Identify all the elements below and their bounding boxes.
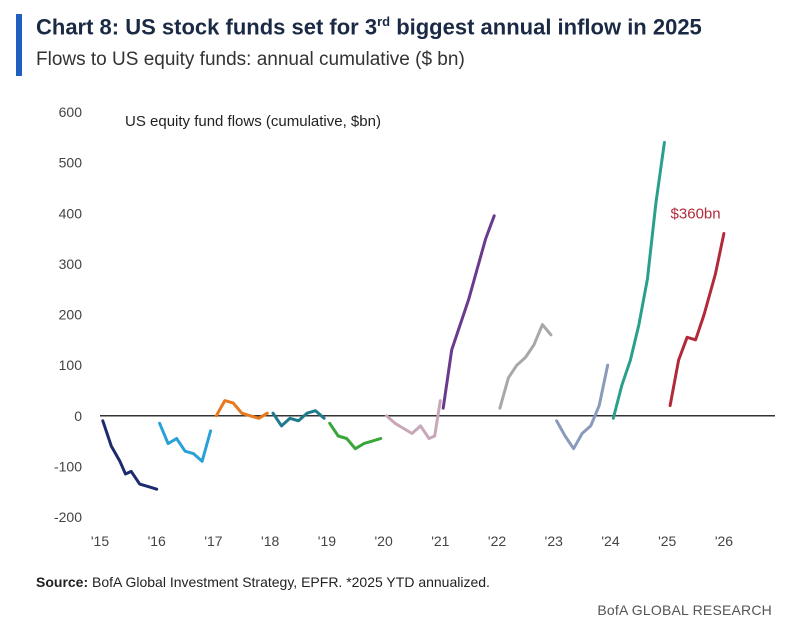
x-tick-label: '15	[91, 533, 109, 549]
y-tick-label: -200	[54, 509, 82, 525]
series-line	[498, 323, 553, 410]
source-note: Source: BofA Global Investment Strategy,…	[36, 574, 490, 590]
chart-title: Chart 8: US stock funds set for 3rd bigg…	[36, 14, 702, 40]
series-line	[214, 399, 269, 420]
x-tick-label: '22	[488, 533, 506, 549]
y-tick-label: 600	[59, 104, 83, 120]
x-tick-label: '17	[204, 533, 222, 549]
title-prefix: Chart 8: US stock funds set for 3	[36, 14, 378, 40]
x-tick-label: '26	[715, 533, 733, 549]
series-line	[668, 232, 726, 408]
x-tick-label: '16	[148, 533, 166, 549]
y-tick-label: 500	[59, 155, 83, 171]
inner-chart-title: US equity fund flows (cumulative, $bn)	[125, 113, 381, 130]
title-suffix: biggest annual inflow in 2025	[390, 14, 702, 40]
y-tick-label: 0	[74, 408, 82, 424]
x-tick-label: '19	[318, 533, 336, 549]
y-tick-label: 200	[59, 307, 83, 323]
annotation-label: $360bn	[671, 205, 721, 222]
series-line	[328, 421, 383, 451]
series-line	[384, 399, 442, 440]
x-tick-label: '21	[431, 533, 449, 549]
y-tick-label: 300	[59, 256, 83, 272]
x-tick-label: '20	[374, 533, 392, 549]
title-superscript: rd	[377, 14, 391, 29]
series-line	[441, 214, 496, 410]
y-tick-label: -100	[54, 458, 82, 474]
x-tick-label: '23	[545, 533, 563, 549]
series-line	[555, 363, 610, 451]
y-tick-label: 100	[59, 357, 83, 373]
series-line	[271, 409, 326, 428]
y-tick-label: 400	[59, 205, 83, 221]
source-text: BofA Global Investment Strategy, EPFR. *…	[88, 574, 490, 590]
x-tick-label: '25	[658, 533, 676, 549]
series-line	[158, 421, 213, 463]
chart-subtitle: Flows to US equity funds: annual cumulat…	[36, 49, 465, 70]
title-accent-bar	[16, 14, 22, 76]
line-chart: -200 -100 0 100 200 300 400 500 600 '15 '16 '17 '18 '…	[54, 104, 775, 549]
brand-label: BofA GLOBAL RESEARCH	[597, 602, 772, 618]
series-line	[101, 419, 159, 491]
source-label: Source:	[36, 574, 89, 590]
series-line	[611, 140, 666, 420]
x-tick-label: '24	[601, 533, 619, 549]
x-tick-label: '18	[261, 533, 279, 549]
